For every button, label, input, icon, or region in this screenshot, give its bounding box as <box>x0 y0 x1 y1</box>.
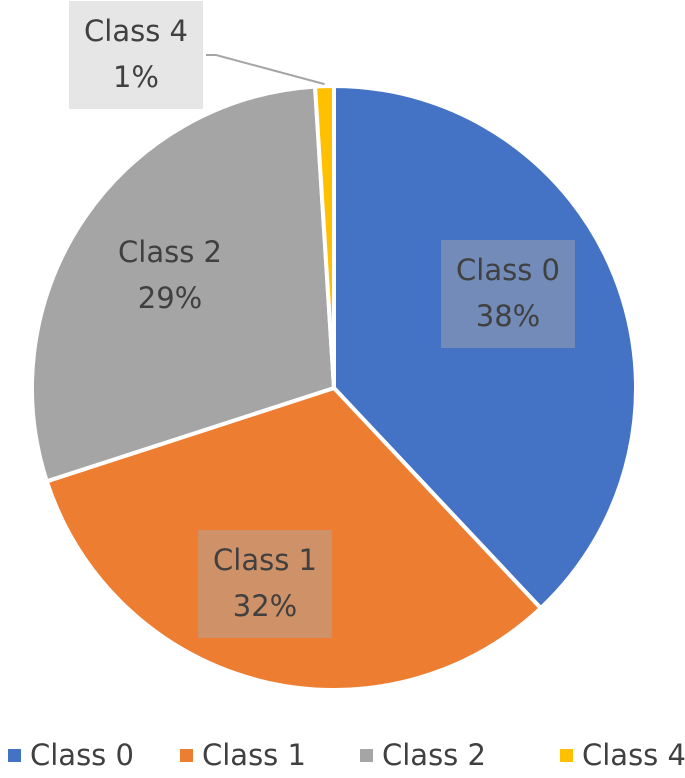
legend-marker <box>360 749 373 762</box>
data-label-category: Class 0 <box>456 253 560 287</box>
data-label-box <box>441 240 575 348</box>
data-label-category: Class 2 <box>118 235 222 269</box>
data-label-category: Class 1 <box>213 543 317 577</box>
legend-label: Class 4 <box>582 738 685 772</box>
legend-marker <box>180 749 193 762</box>
data-label-value: 1% <box>113 60 159 94</box>
data-label-category: Class 4 <box>84 14 188 48</box>
data-label-value: 32% <box>233 589 297 623</box>
pie-slice <box>44 385 544 692</box>
data-label-box <box>198 530 332 638</box>
pie-slice <box>30 84 337 484</box>
legend-label: Class 2 <box>382 738 486 772</box>
legend-label: Class 1 <box>202 738 306 772</box>
pie-slice <box>332 83 638 611</box>
leader-line <box>206 54 325 86</box>
pie-slice <box>312 83 336 389</box>
data-label-box <box>69 1 203 109</box>
legend-marker <box>8 749 21 762</box>
legend-label: Class 0 <box>30 738 134 772</box>
data-label-value: 38% <box>476 299 540 333</box>
legend-marker <box>560 749 573 762</box>
data-label-value: 29% <box>138 281 202 315</box>
